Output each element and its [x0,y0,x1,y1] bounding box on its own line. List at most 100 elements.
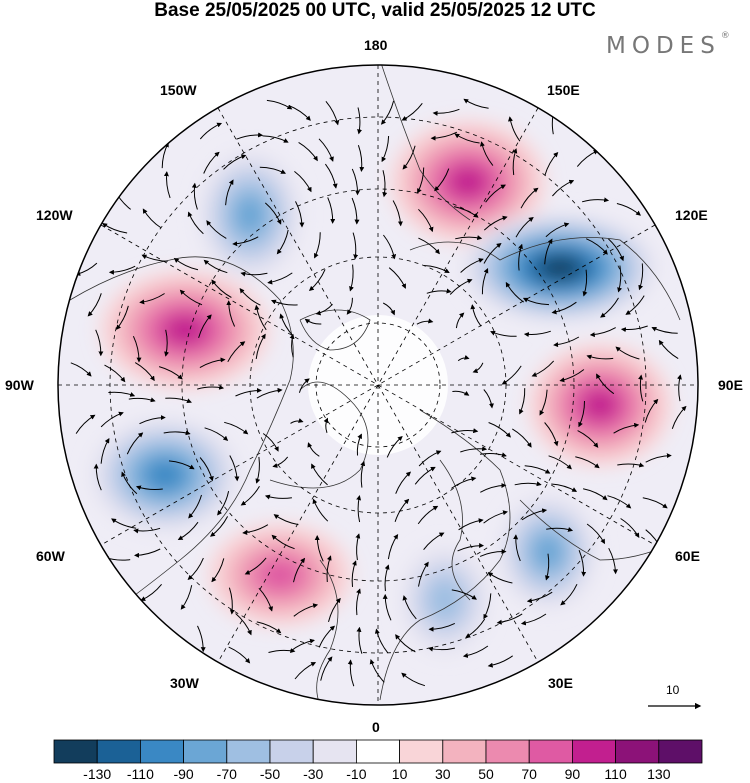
wind-arrow [522,297,550,306]
wind-arrow [100,438,110,464]
wind-arrow [217,490,230,516]
wind-arrow [240,271,268,277]
wind-arrow [600,297,619,318]
wind-arrow [523,330,551,338]
wind-arrow [426,288,452,294]
wind-arrow [267,272,293,285]
wind-arrow [224,421,249,435]
wind-arrow [520,187,539,209]
wind-arrow [187,211,204,235]
wind-arrow [451,428,479,434]
colorbar-swatch [528,739,573,764]
vector-reference-label: 10 [666,683,680,697]
wind-arrow [512,428,532,448]
wind-arrow [75,414,96,434]
brand-name: MODES [606,33,721,59]
wind-arrow [355,533,361,561]
wind-arrow [483,593,492,620]
wind-arrow [501,365,522,385]
wind-arrow [519,388,526,415]
colorbar-tick-label: 90 [564,766,581,782]
wind-arrow [164,329,170,357]
wind-arrow [307,442,320,457]
colorbar-tick-label: 130 [647,766,671,782]
wind-arrow [187,557,204,580]
wind-arrow [559,369,585,383]
wind-arrow [428,622,456,632]
wind-arrow [402,145,416,170]
colorbar-swatch [658,739,703,764]
wind-arrow [325,163,338,189]
wind-arrow [577,430,599,448]
wind-arrow [586,523,605,545]
wind-arrow [575,456,600,469]
wind-arrow [645,453,672,463]
wind-arrow [294,171,312,193]
wind-arrow [485,184,506,203]
wind-arrow [620,325,648,333]
wind-arrow [457,354,470,362]
wind-arrow [87,293,102,317]
wind-arrow [454,133,480,144]
wind-arrow [423,265,450,273]
wind-arrow [180,585,193,610]
wind-arrow [93,463,102,491]
central-siberia-high-contour [582,389,618,421]
wind-arrow [457,543,485,552]
wind-arrow [158,366,183,380]
wind-arrow [515,217,534,238]
ural-low-contour [532,534,564,570]
wind-arrow [434,168,450,192]
wind-arrow [496,613,523,625]
wind-arrow [578,400,586,428]
registered-mark: ® [720,31,730,41]
wind-arrow [203,151,220,174]
wind-arrow [586,354,614,360]
wind-arrow [607,495,632,509]
wind-arrow [141,254,168,262]
wind-arrow [199,357,226,369]
wind-arrow [293,603,319,617]
wind-arrow [346,297,353,315]
wind-arrow [524,465,551,474]
wind-arrow [582,269,588,297]
wind-arrow [386,435,403,458]
wind-arrow [418,450,442,467]
wind-arrow [394,498,410,522]
lon-label-60w: 60W [36,548,65,564]
wind-arrow [199,457,214,482]
wind-arrow [360,460,366,488]
wind-arrow [356,495,362,523]
wind-arrow [402,595,417,620]
wind-arrow [483,215,508,231]
wind-arrow [483,243,502,264]
wind-arrow [315,303,333,316]
wind-arrow [479,452,507,458]
wind-arrow [225,179,234,206]
lon-label-150e: 150E [547,82,580,98]
wind-arrow [295,201,305,228]
wind-arrow [227,341,246,363]
wind-arrow [209,516,229,537]
wind-arrow [328,597,341,623]
wind-arrow [211,558,225,583]
wind-arrow [651,326,678,334]
wind-arrow [553,336,580,348]
wind-arrow [266,99,293,110]
wind-arrow [455,235,483,241]
colorbar-swatch [485,739,530,764]
wind-arrow [108,391,136,397]
wind-arrow [163,171,171,199]
wind-arrow [417,167,425,194]
wind-arrow [288,105,311,121]
wind-arrow [521,508,548,521]
wind-arrow [479,548,507,557]
wind-arrow [244,557,267,575]
wind-arrow [239,288,261,306]
colorbar-tick-label: -110 [126,766,154,782]
wind-arrow [100,411,124,428]
wind-arrow [430,131,458,141]
wind-arrow [369,659,385,683]
wind-arrow [357,107,363,135]
lon-label-30e: 30E [548,675,573,691]
